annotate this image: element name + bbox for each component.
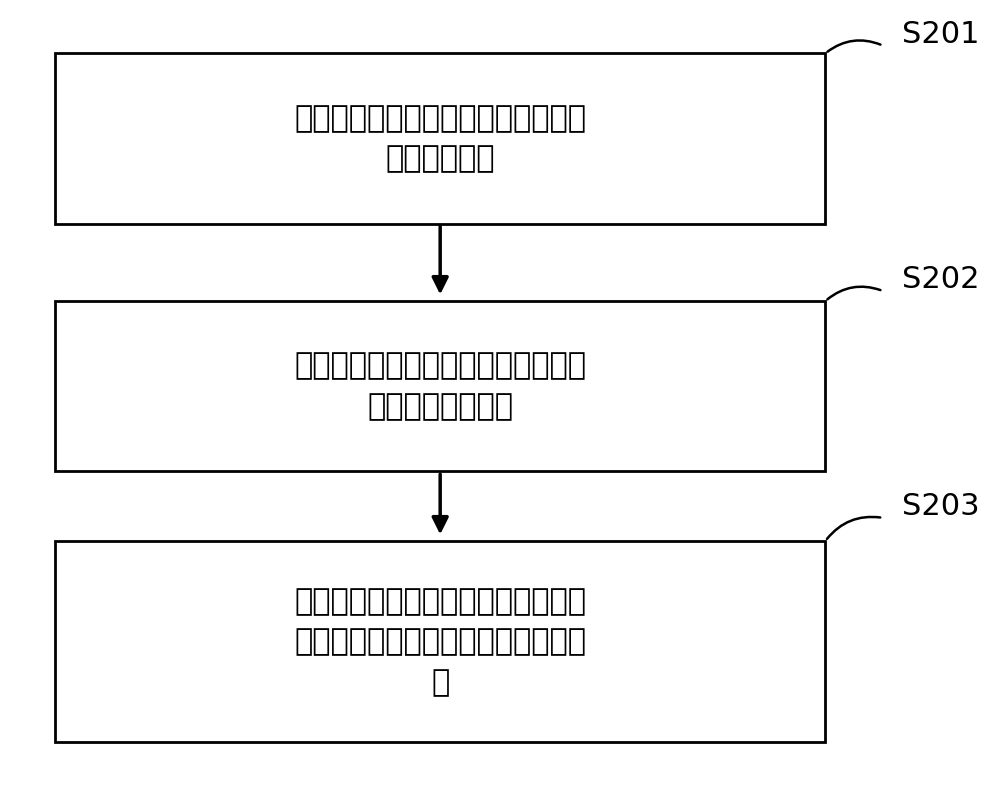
Text: S203: S203 <box>902 492 980 521</box>
Bar <box>55 301 825 471</box>
Bar <box>55 541 825 742</box>
Text: S201: S201 <box>902 20 980 49</box>
FancyArrowPatch shape <box>827 287 880 299</box>
Text: 在温控器与空调器连接并上电之后，
检测环境温度: 在温控器与空调器连接并上电之后， 检测环境温度 <box>294 104 586 173</box>
Bar <box>55 54 825 224</box>
Text: 根据环境温度与预设温度，控制空调
器进行制冷或制热: 根据环境温度与预设温度，控制空调 器进行制冷或制热 <box>294 351 586 421</box>
Text: S202: S202 <box>902 265 980 294</box>
FancyArrowPatch shape <box>827 517 880 539</box>
Text: 根据空调器运行过程中的环境温度变
化情况，自动确定空调器的四通阀类
型: 根据空调器运行过程中的环境温度变 化情况，自动确定空调器的四通阀类 型 <box>294 587 586 697</box>
FancyArrowPatch shape <box>827 40 880 52</box>
